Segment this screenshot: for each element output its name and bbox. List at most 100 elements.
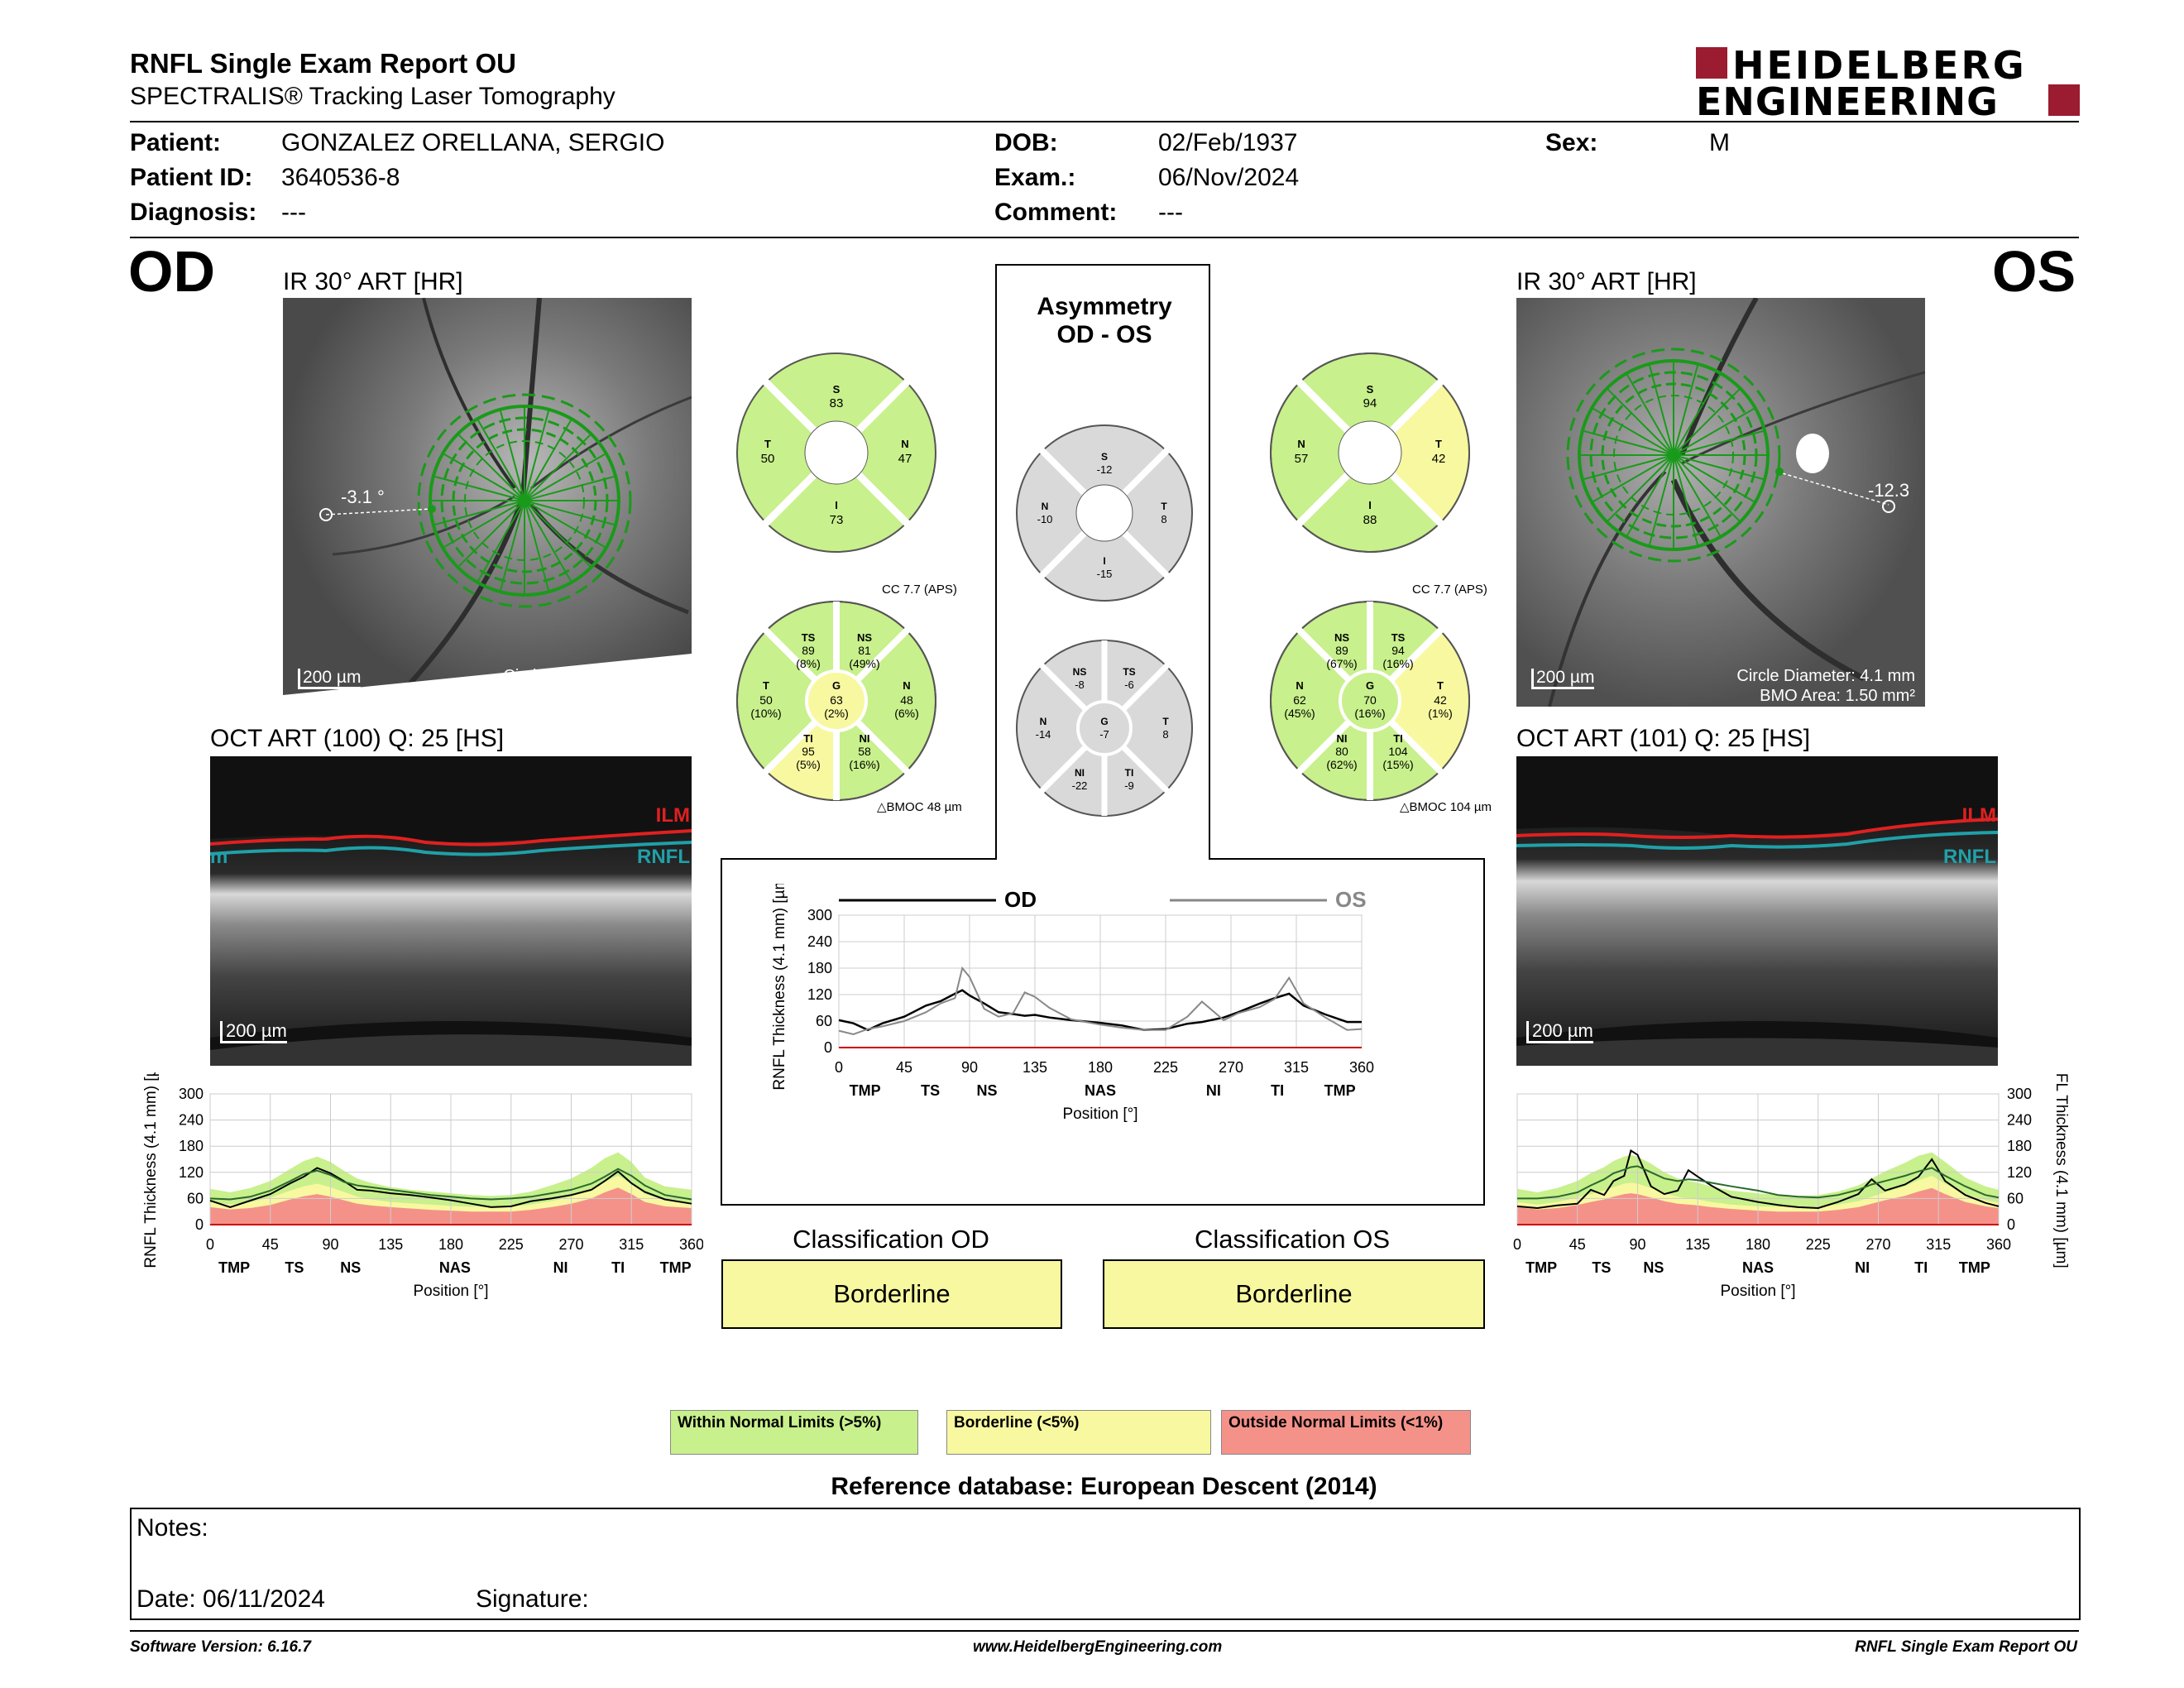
x-tick-label: 180 [1746, 1236, 1770, 1253]
scan-spoke [1626, 372, 1674, 456]
x-tick-label: 360 [1349, 1059, 1374, 1076]
asym-s4-n-value: -10 [1037, 513, 1053, 525]
os-s6-ni-label: NI [1337, 732, 1348, 745]
asym-sector6-chart: NS -8 TS -6 N -14 G -7 T 8 NI -22 TI -9 [1016, 640, 1193, 817]
od-oct-title: OCT ART (100) Q: 25 [HS] [210, 725, 505, 752]
sector-label: NAS [439, 1259, 471, 1276]
delta-icon: △ [877, 800, 887, 814]
asym-s4-i-label: I [1103, 555, 1105, 567]
od-s6-ns-pct: (49%) [849, 657, 879, 670]
od-s6-t-value: 50 [759, 693, 773, 707]
sector-label: NS [1643, 1259, 1664, 1276]
asym-s6-g-value: -7 [1099, 728, 1109, 741]
os-s6-ti-pct: (15%) [1382, 758, 1413, 771]
legend-onl-label: Outside Normal Limits (<1%) [1228, 1414, 1444, 1431]
os-s6-n-label: N [1296, 679, 1303, 692]
os-circle-diameter: Circle Diameter: 4.1 mm [1736, 667, 1915, 685]
series-line-2 [1517, 1165, 2000, 1200]
y-axis-label: RNFL Thickness (4.1 mm) [µm] [771, 884, 788, 1091]
sector-label: NAS [1085, 1082, 1116, 1099]
sector-label: NI [1206, 1082, 1221, 1099]
os-s4-t-value: 42 [1432, 452, 1446, 466]
scan-spoke [477, 500, 525, 583]
asymmetry-title-2: OD - OS [1056, 321, 1152, 348]
classification-od-title: Classification OD [793, 1225, 989, 1254]
os-oct-graphic [1516, 814, 1998, 1066]
od-angle-label: -3.1 ° [341, 487, 385, 507]
asym-s6-t-label: T [1162, 716, 1169, 727]
x-tick-label: 225 [1153, 1059, 1178, 1076]
series-line-1 [1516, 1149, 2000, 1210]
os-s4-t-label: T [1435, 438, 1442, 450]
os-scan-circle [1566, 348, 1895, 563]
legend-os-label: OS [1335, 887, 1367, 912]
footer-report: RNFL Single Exam Report OU [1855, 1638, 2077, 1656]
asymmetry-rnfl-chart: 0 60 120 180 240 300 0 45 90 135 180 225 270 315 360 TM… [771, 884, 1374, 1123]
od-s6-g-label: G [832, 679, 841, 692]
asym-s6-ns-value: -8 [1075, 679, 1085, 691]
scan-spoke [524, 453, 607, 501]
scan-spoke [1673, 454, 1756, 503]
asym-s6-ns-label: NS [1073, 666, 1087, 678]
od-bmoc-label: △BMOC 48 µm [877, 799, 962, 814]
od-s6-ns-label: NS [857, 631, 872, 644]
os-ir-image: -12.3 200 µm Circle Diameter: 4.1 mm BMO… [1516, 298, 1925, 707]
scan-spoke [433, 475, 525, 501]
series-line-1 [838, 989, 1362, 1032]
y-tick-label: 180 [179, 1138, 204, 1154]
x-tick-label: 315 [1926, 1236, 1951, 1253]
scan-spoke [524, 500, 572, 583]
asym-s6-n-label: N [1040, 716, 1047, 727]
x-axis-label: Position [°] [1062, 1105, 1138, 1123]
patient-value: GONZALEZ ORELLANA, SERGIO [281, 129, 665, 156]
sector-label: NS [977, 1082, 998, 1099]
os-oct-title: OCT ART (101) Q: 25 [HS] [1516, 725, 1811, 752]
diagnosis-value: --- [281, 199, 306, 226]
sector-label: NAS [1742, 1259, 1774, 1276]
asymmetry-frame [721, 264, 1485, 1206]
footer-website[interactable]: www.HeidelbergEngineering.com [973, 1638, 1223, 1656]
x-tick-label: 315 [619, 1236, 644, 1253]
od-s4-s-label: S [833, 383, 841, 396]
y-tick-label: 240 [2007, 1112, 2032, 1129]
y-tick-label: 300 [179, 1086, 204, 1102]
x-axis-label: Position [°] [1720, 1283, 1795, 1300]
asym-s6-ti-label: TI [1125, 767, 1134, 779]
os-s4-i-label: I [1368, 499, 1372, 511]
od-rnfl-thickness-chart: 0 60 120 180 240 300 0 45 90 135 180 225 270 315 360 TM… [142, 1072, 703, 1300]
x-tick-label: 45 [1569, 1236, 1586, 1253]
od-s6-ts-label: TS [802, 631, 816, 644]
x-tick-label: 360 [679, 1236, 703, 1253]
scan-spoke [1673, 454, 1741, 523]
heidelberg-logo: HEIDELBERG ENGINEERING [1696, 43, 2080, 124]
od-s6-ni-label: NI [860, 732, 870, 745]
sector-label: TMP [850, 1082, 881, 1099]
od-cc-label: CC 7.7 (APS) [882, 583, 957, 597]
od-s6-t-pct: (10%) [750, 707, 781, 720]
od-s6-g-value: 63 [830, 693, 843, 707]
scan-spoke [1582, 454, 1674, 481]
scan-spoke [524, 500, 550, 592]
asym-s6-t-value: 8 [1162, 728, 1168, 741]
od-s6-t-label: T [763, 679, 769, 692]
os-ir-title: IR 30° ART [HR] [1516, 268, 1697, 295]
asym-s6-ni-value: -22 [1072, 779, 1088, 792]
od-s4-i-value: 73 [830, 513, 844, 527]
report-title: RNFL Single Exam Report OU [130, 48, 516, 79]
y-tick-label: 240 [807, 933, 832, 950]
od-s6-ti-pct: (5%) [796, 758, 821, 771]
os-s6-ts-pct: (16%) [1382, 657, 1413, 670]
os-s4-n-label: N [1297, 438, 1305, 450]
logo-heidelberg: HEIDELBERG [1732, 43, 2027, 88]
od-sector6-chart: TS 89 (8%) NS 81 (49%) T 50 (10%) G 63 (… [736, 601, 936, 801]
os-s6-ts-label: TS [1391, 631, 1406, 644]
sector-label: TI [1271, 1082, 1284, 1099]
x-tick-label: 225 [499, 1236, 524, 1253]
asym-s4-s-label: S [1101, 451, 1108, 463]
y-tick-label: 60 [816, 1013, 832, 1029]
od-oct-graphic [210, 829, 692, 1066]
scan-spoke [1648, 363, 1674, 456]
od-ir-image: -3.1 ° 200 µm Circle Diameter: 4.1 mm BM… [283, 298, 692, 708]
od-s4-n-value: 47 [898, 452, 912, 466]
legend-bl: Borderline (<5%) [946, 1410, 1211, 1455]
